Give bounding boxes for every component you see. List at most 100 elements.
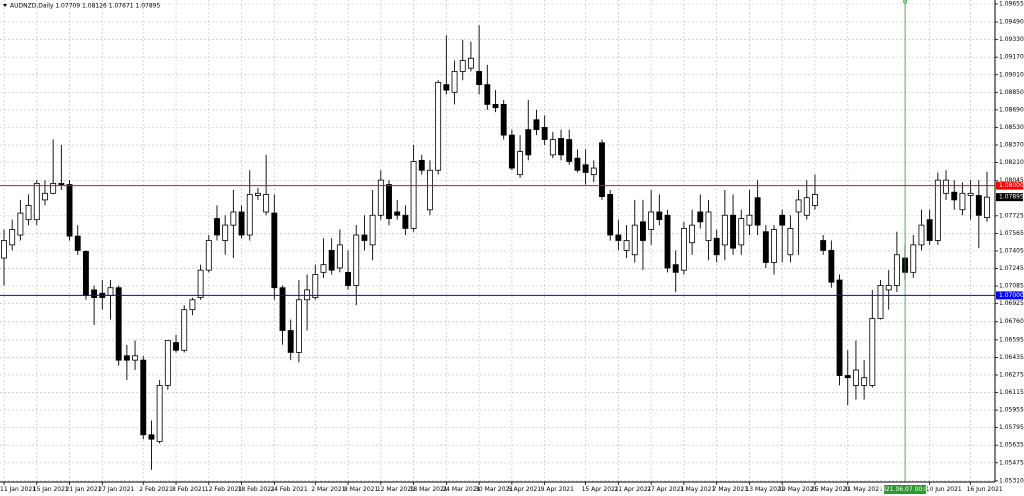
x-tick-label: 12 Feb 2021 — [205, 486, 243, 493]
y-tick-label: 1.08045 — [999, 177, 1024, 184]
candle-body — [410, 161, 417, 229]
candle-body — [640, 221, 646, 241]
x-tick-label: 3 May 2021 — [680, 486, 715, 493]
candle-body — [386, 184, 392, 219]
candle-body — [451, 71, 458, 93]
candle-body — [394, 211, 401, 216]
candle-body — [738, 218, 745, 246]
candle-body — [746, 214, 753, 226]
candle-body — [852, 369, 859, 386]
candle-body — [697, 211, 704, 223]
y-tick-label: 1.08370 — [999, 142, 1024, 149]
candle-body — [279, 287, 286, 331]
candle-body — [476, 71, 483, 86]
candle-body — [189, 299, 196, 311]
last-price-label: 1.07895 — [999, 194, 1024, 201]
candle-body — [435, 82, 442, 171]
candle-body — [181, 309, 188, 351]
candle-body — [664, 214, 671, 269]
candle-body — [148, 434, 155, 440]
candle-body — [828, 249, 835, 283]
candle-body — [418, 159, 425, 171]
candles-layer — [1, 25, 990, 470]
candle-body — [427, 169, 433, 211]
x-tick-label: 15 Jan 2021 — [33, 486, 69, 493]
candle-body — [582, 164, 589, 173]
candle-body — [541, 127, 548, 140]
candle-body — [975, 195, 982, 216]
y-tick-label: 1.08690 — [999, 106, 1024, 113]
candle-body — [255, 192, 261, 196]
candle-body — [500, 103, 507, 136]
candle-body — [893, 254, 900, 286]
candle-body — [156, 385, 163, 442]
candle-body — [648, 211, 655, 230]
candle-body — [443, 84, 450, 91]
x-tick-label: 24 Feb 2021 — [270, 486, 308, 493]
candle-body — [680, 228, 687, 271]
x-tick-label: 13 May 2021 — [745, 486, 784, 493]
candle-body — [771, 229, 777, 263]
chart-title: AUDNZD,Daily 1.07709 1.08126 1.07671 1.0… — [10, 3, 160, 10]
candle-body — [246, 194, 253, 236]
candle-body — [910, 244, 917, 273]
y-tick-label: 1.06760 — [999, 318, 1024, 325]
y-tick-label: 1.07565 — [999, 230, 1024, 237]
x-tick-label: 5 Apr 2021 — [508, 486, 541, 493]
candle-body — [345, 271, 351, 286]
candle-body — [959, 192, 966, 211]
candle-body — [918, 224, 925, 246]
candle-body — [402, 214, 409, 229]
y-tick-label: 1.07085 — [999, 283, 1024, 290]
candle-body — [123, 355, 130, 361]
y-tick-label: 1.09655 — [999, 0, 1024, 7]
candle-body — [377, 179, 384, 216]
candle-body — [467, 57, 474, 69]
candle-body — [590, 167, 597, 176]
candle-body — [525, 129, 532, 156]
candle-body — [656, 211, 663, 221]
x-tick-label: 15 Apr 2021 — [582, 486, 619, 493]
x-tick-label: 18 Feb 2021 — [238, 486, 276, 493]
crosshair-label-box — [884, 485, 927, 494]
x-tick-label: 10 Jun 2021 — [926, 486, 962, 493]
y-tick-label: 1.08210 — [999, 159, 1024, 166]
x-tick-label: 2 Feb 2021 — [139, 486, 173, 493]
candle-body — [779, 214, 786, 226]
x-tick-label: 30 Mar 2021 — [475, 486, 513, 493]
y-tick-label: 1.05635 — [999, 442, 1024, 449]
candle-body — [533, 119, 540, 131]
candle-body — [336, 244, 343, 269]
candle-body — [91, 289, 98, 298]
candle-body — [492, 103, 499, 109]
candle-body — [599, 142, 605, 197]
x-tick-label: 19 May 2021 — [778, 486, 817, 493]
y-tick-label: 1.07245 — [999, 265, 1024, 272]
y-tick-label: 1.07405 — [999, 247, 1024, 254]
candle-body — [214, 218, 220, 236]
candle-body — [943, 179, 949, 194]
candle-body — [672, 264, 679, 273]
x-tick-label: 7 May 2021 — [713, 486, 748, 493]
candle-body — [197, 269, 204, 298]
candle-body — [885, 285, 892, 291]
last-price-box — [996, 193, 1023, 202]
x-tick-label: 9 Apr 2021 — [541, 486, 574, 493]
y-tick-label: 1.05475 — [999, 459, 1024, 466]
x-tick-label: 31 May 2021 — [844, 486, 883, 493]
candle-body — [25, 204, 32, 221]
candle-body — [287, 330, 294, 353]
candle-body — [132, 355, 139, 361]
candle-body — [812, 194, 818, 206]
y-tick-label: 1.05310 — [999, 477, 1024, 484]
candle-body — [484, 84, 491, 105]
y-tick-label: 1.08850 — [999, 89, 1024, 96]
candle-body — [934, 179, 941, 241]
candle-body — [115, 287, 122, 361]
candle-body — [238, 211, 245, 236]
candle-body — [66, 184, 73, 237]
candle-body — [312, 274, 319, 298]
y-tick-label: 1.06275 — [999, 371, 1024, 378]
candle-body — [762, 231, 769, 263]
